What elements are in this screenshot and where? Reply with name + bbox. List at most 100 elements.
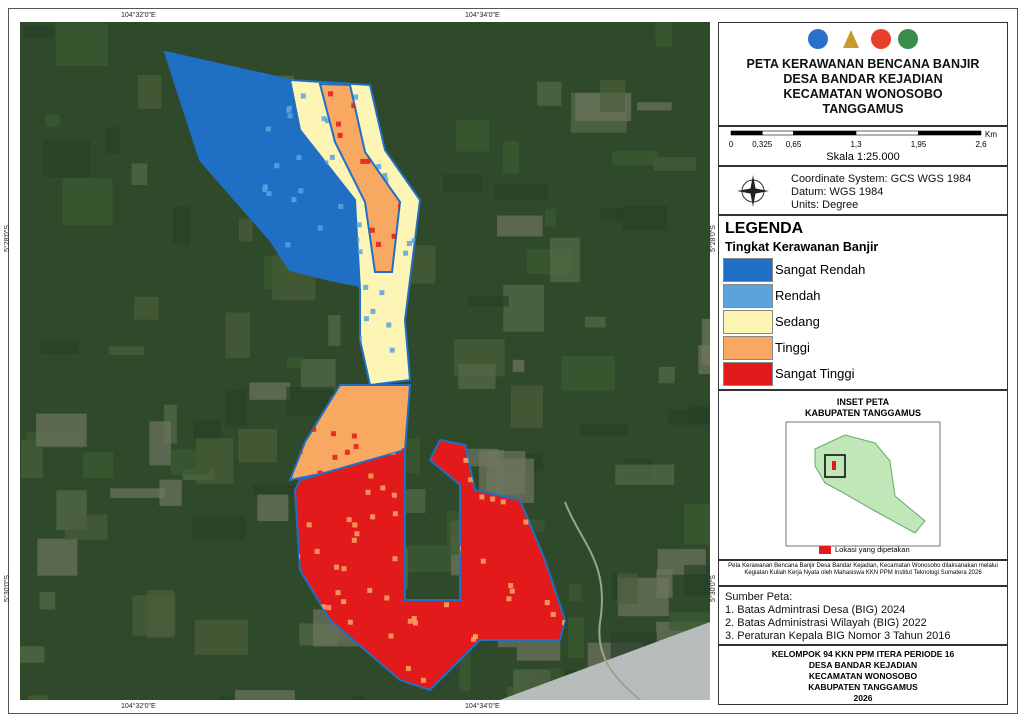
terrain-patch [194,619,249,655]
terrain-patch [599,79,626,113]
hazard-pixel [420,677,426,683]
hazard-pixel [392,556,398,562]
title-line: PETA KERAWANAN BENCANA BANJIR [746,57,980,71]
terrain-patch [65,514,108,540]
legend-label: Tinggi [775,340,810,355]
scale-bar: 0 0,325 0,65 1,3 1,95 2,6Km Skala 1:25.000 [729,130,998,163]
inset-region [814,434,926,534]
terrain-patch [134,297,159,320]
coord-top: 104°32'0"E [121,12,156,19]
terrain-patch [249,382,291,400]
hazard-pixel [353,94,359,100]
hazard-pixel [321,604,327,610]
footer-line: 2026 [853,693,873,703]
terrain-patch [486,450,505,496]
footer-line: DESA BANDAR KEJADIAN [808,660,918,670]
hazard-pixel [370,308,376,314]
hazard-pixel [376,164,382,170]
terrain-patch [137,74,162,109]
hazard-pixel [368,473,374,479]
sources-box: Sumber Peta: 1. Batas Admintrasi Desa (B… [718,586,1008,645]
hazard-pixel [480,558,486,564]
hazard-pixel [314,548,320,554]
legend-subtitle: Tingkat Kerawanan Banjir [725,240,879,254]
terrain-patch [147,590,175,638]
hazard-pixel [490,496,496,502]
scale-tick: 1,3 [850,140,862,149]
hazard-pixel [338,203,344,209]
hazard-pixel [365,489,371,495]
source-item: 2. Batas Administrasi Wilayah (BIG) 2022 [725,617,927,629]
terrain-patch [328,315,341,346]
terrain-patch [622,205,668,231]
hazard-pixel [389,347,395,353]
location-caption: Lokasi yang dipetakan [835,545,910,554]
hazard-pixel [352,522,358,528]
legend-swatch [723,362,773,386]
legend-label: Rendah [775,288,821,303]
scale-tick: 2,6 [975,140,987,149]
hazard-pixel [351,103,357,109]
hazard-pixel [353,444,359,450]
hazard-pixel [544,600,550,606]
sources-list: 1. Batas Admintrasi Desa (BIG) 2024 2. Ba… [725,604,1001,643]
hazard-pixel [412,620,418,626]
terrain-patch [537,81,562,106]
hazard-pixel [356,222,362,228]
hazard-pixel [363,284,369,290]
terrain-patch [226,389,247,427]
scale-segment [793,130,857,136]
hazard-pixel [463,457,469,463]
terrain-patch [20,646,45,663]
source-item: 3. Peraturan Kepala BIG Nomor 3 Tahun 20… [725,630,951,642]
hazard-pixel [509,588,515,594]
hazard-pixel [392,511,398,517]
hazard-pixel [331,431,337,437]
terrain-patch [264,255,285,290]
hazard-pixel [332,454,338,460]
footer-line: KABUPATEN TANGGAMUS [808,682,918,692]
crs-box: Coordinate System: GCS WGS 1984 Datum: WG… [718,166,1008,215]
terrain-patch [658,366,675,384]
logo [898,29,918,49]
terrain-patch [238,428,277,463]
hazard-pixel [341,566,347,572]
terrain-patch [193,419,221,442]
logo [843,30,859,48]
terrain-patch [106,126,120,155]
hazard-zone [288,78,422,387]
terrain-patch [286,357,304,368]
legend-swatch [723,284,773,308]
hazard-pixel [411,238,417,244]
inset-map [785,421,941,547]
logo [871,29,891,49]
hazard-pixel [328,91,334,97]
map [20,22,710,700]
terrain-patch [683,504,710,545]
terrain-patch [561,355,615,392]
hazard-pixel [384,595,390,601]
coord-right: 5°30'0"S [709,575,717,602]
hazard-pixel [471,636,477,642]
hazard-pixel [411,615,417,621]
terrain-patch [580,423,628,437]
scale-box: 0 0,325 0,65 1,3 1,95 2,6 Km Skala 1:25.000 [718,126,1008,166]
hazard-pixel [265,126,271,132]
terrain-patch [235,690,295,700]
terrain-patch [615,464,675,485]
terrain-patch [667,409,709,426]
inset-box: INSET PETA KABUPATEN TANGGAMUS Lokasi yan… [718,390,1008,560]
scale-tick: 0,325 [752,140,773,149]
terrain-patch [351,695,366,700]
terrain-patch [698,345,710,375]
hazard-pixel [287,113,293,119]
terrain-patch [39,591,56,610]
hazard-pixel [335,121,341,127]
footer-box: KELOMPOK 94 KKN PPM ITERA PERIODE 16 DESA… [718,645,1008,705]
crs-line: Units: Degree [791,199,859,211]
terrain-patch [510,385,544,429]
scale-segment [761,130,794,136]
terrain-patch [655,22,673,47]
hazard-pixel [317,470,323,476]
